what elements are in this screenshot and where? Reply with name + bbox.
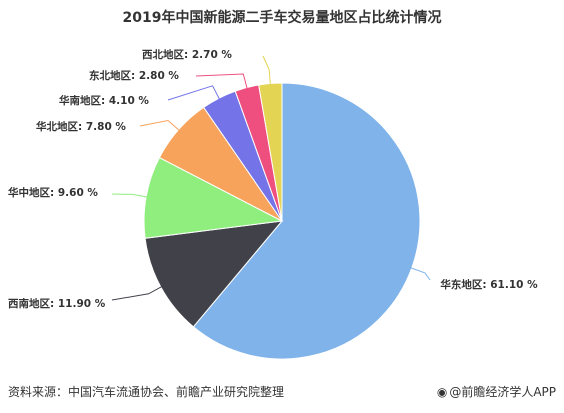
label-leaders <box>111 55 431 301</box>
source-note: 资料来源：中国汽车流通协会、前瞻产业研究院整理 <box>8 385 285 399</box>
slice-label: 西北地区: 2.70 % <box>142 48 232 61</box>
footer: 资料来源：中国汽车流通协会、前瞻产业研究院整理 ◉ @前瞻经济学人APP <box>8 383 556 407</box>
slice-label: 西南地区: 11.90 % <box>8 297 106 310</box>
slice-label: 华北地区: 7.80 % <box>36 120 126 133</box>
leader-line <box>262 55 272 90</box>
brand-logo-icon: ◉ <box>436 385 448 399</box>
slice-label: 华东地区: 61.10 % <box>440 278 538 291</box>
slice-labels: 华东地区: 61.10 % 西南地区: 11.90 % 华中地区: 9.60 % 华北… <box>8 48 538 310</box>
leader-line <box>111 283 167 301</box>
leader-line <box>405 265 431 281</box>
chart-title: 2019年中国新能源二手车交易量地区占比统计情况 <box>123 9 442 26</box>
leader-line <box>195 73 249 94</box>
slice-label: 华中地区: 9.60 % <box>8 186 98 199</box>
leader-line <box>139 119 184 135</box>
pie-slices <box>143 82 421 360</box>
slice-label: 华南地区: 4.10 % <box>59 94 149 107</box>
brand-text: @前瞻经济学人APP <box>449 385 556 399</box>
leader-line <box>111 193 153 199</box>
slice-label: 东北地区: 2.80 % <box>89 69 179 82</box>
leader-line <box>167 85 223 104</box>
brand-credit: ◉ @前瞻经济学人APP <box>437 383 556 400</box>
pie-chart: 2019年中国新能源二手车交易量地区占比统计情况 华东地区: 61.10 % 西南… <box>8 9 538 360</box>
